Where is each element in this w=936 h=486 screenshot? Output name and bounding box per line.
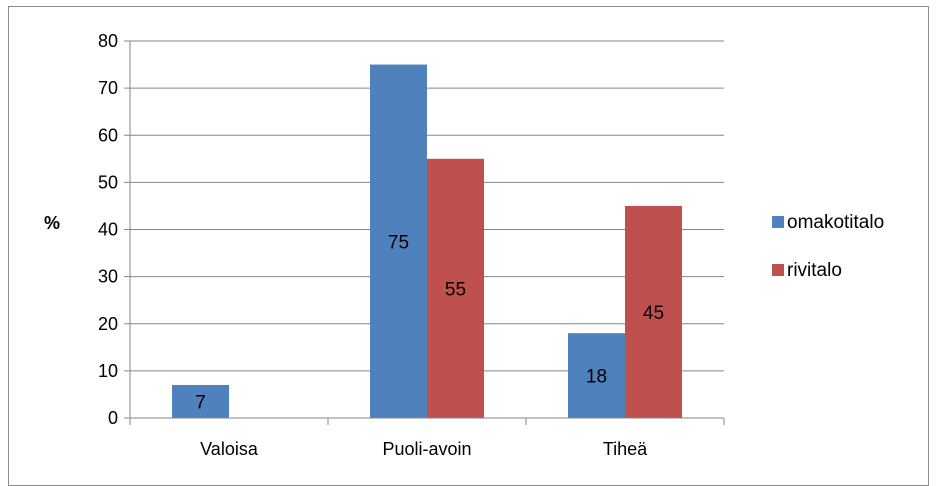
- data-labels: 7 75 18 55 45: [195, 232, 664, 413]
- bar-omakotitalo: [172, 385, 229, 418]
- bar-rivitalo: [427, 158, 484, 418]
- legend-label-omakotitalo: omakotitalo: [787, 212, 884, 233]
- data-label: 18: [586, 367, 607, 388]
- bar-rivitalo: [625, 205, 682, 418]
- y-tick-label: 60: [98, 125, 118, 145]
- y-tick-label: 30: [98, 267, 118, 287]
- legend: omakotitalo rivitalo: [772, 212, 884, 281]
- y-tick-labels: 0 10 20 30 40 50 60 70 80: [98, 31, 118, 428]
- legend-swatch-rivitalo: [772, 264, 784, 276]
- data-label: 45: [643, 303, 664, 324]
- y-tick-label: 40: [98, 220, 118, 240]
- bars: [172, 64, 682, 418]
- x-tick-label: Puoli-avoin: [382, 439, 471, 459]
- bar-omakotitalo: [370, 64, 427, 418]
- data-label: 7: [195, 393, 206, 414]
- bar-omakotitalo: [568, 333, 625, 418]
- y-tick-label: 70: [98, 78, 118, 98]
- y-tick-label: 0: [108, 408, 118, 428]
- x-tick-label: Tiheä: [603, 439, 648, 459]
- legend-swatch-omakotitalo: [772, 216, 784, 228]
- data-label: 55: [445, 279, 466, 300]
- y-tick-label: 80: [98, 31, 118, 51]
- data-label: 75: [388, 232, 409, 253]
- x-tick-label: Valoisa: [200, 439, 259, 459]
- y-axis-title: %: [44, 213, 60, 233]
- y-tick-label: 10: [98, 361, 118, 381]
- x-tick-labels: Valoisa Puoli-avoin Tiheä: [129, 418, 725, 459]
- y-tick-label: 20: [98, 314, 118, 334]
- axes: [129, 41, 724, 419]
- legend-label-rivitalo: rivitalo: [787, 260, 842, 281]
- y-tick-label: 50: [98, 172, 118, 192]
